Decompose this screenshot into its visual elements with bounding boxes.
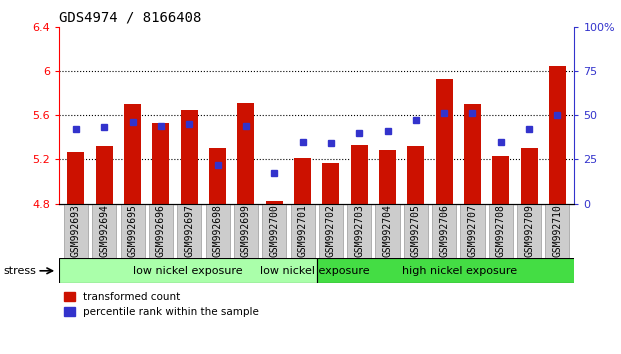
Text: GSM992700: GSM992700: [270, 205, 279, 257]
Legend: transformed count, percentile rank within the sample: transformed count, percentile rank withi…: [64, 292, 259, 317]
FancyBboxPatch shape: [347, 204, 371, 258]
Bar: [181, 109, 197, 204]
FancyBboxPatch shape: [460, 204, 484, 258]
Bar: [492, 156, 509, 204]
FancyBboxPatch shape: [64, 204, 88, 258]
Bar: [152, 123, 170, 204]
Bar: [436, 79, 453, 204]
Text: GSM992703: GSM992703: [354, 205, 364, 257]
FancyBboxPatch shape: [234, 204, 258, 258]
Text: GSM992706: GSM992706: [439, 205, 449, 257]
Text: GSM992701: GSM992701: [297, 205, 307, 257]
Text: GSM992699: GSM992699: [241, 205, 251, 257]
Text: GSM992694: GSM992694: [99, 205, 109, 257]
FancyBboxPatch shape: [262, 204, 286, 258]
Text: stress: stress: [3, 266, 36, 276]
Text: GSM992710: GSM992710: [553, 205, 563, 257]
Bar: [294, 158, 311, 204]
Bar: [266, 201, 283, 204]
Bar: [351, 145, 368, 204]
Bar: [237, 103, 255, 204]
Text: GSM992697: GSM992697: [184, 205, 194, 257]
Text: GSM992708: GSM992708: [496, 205, 505, 257]
FancyBboxPatch shape: [120, 204, 145, 258]
Text: GSM992696: GSM992696: [156, 205, 166, 257]
Text: GSM992702: GSM992702: [326, 205, 336, 257]
Text: GSM992693: GSM992693: [71, 205, 81, 257]
Bar: [520, 148, 538, 204]
Bar: [379, 150, 396, 204]
FancyBboxPatch shape: [404, 204, 428, 258]
Bar: [209, 148, 226, 204]
FancyBboxPatch shape: [291, 204, 315, 258]
FancyBboxPatch shape: [317, 258, 603, 283]
Text: GSM992707: GSM992707: [468, 205, 478, 257]
FancyBboxPatch shape: [432, 204, 456, 258]
FancyBboxPatch shape: [489, 204, 513, 258]
FancyBboxPatch shape: [517, 204, 541, 258]
FancyBboxPatch shape: [545, 204, 569, 258]
Bar: [549, 67, 566, 204]
Text: GSM992709: GSM992709: [524, 205, 534, 257]
Text: GSM992705: GSM992705: [411, 205, 421, 257]
Text: GDS4974 / 8166408: GDS4974 / 8166408: [59, 11, 201, 25]
Text: GSM992698: GSM992698: [212, 205, 222, 257]
Bar: [322, 162, 339, 204]
Bar: [407, 146, 424, 204]
Text: low nickel exposure: low nickel exposure: [133, 266, 243, 276]
Bar: [96, 146, 113, 204]
FancyBboxPatch shape: [149, 204, 173, 258]
Text: GSM992695: GSM992695: [128, 205, 138, 257]
FancyBboxPatch shape: [59, 258, 317, 283]
FancyBboxPatch shape: [177, 204, 201, 258]
Bar: [464, 104, 481, 204]
Bar: [124, 104, 141, 204]
Text: low nickel exposure: low nickel exposure: [260, 266, 370, 276]
FancyBboxPatch shape: [206, 204, 230, 258]
FancyBboxPatch shape: [376, 204, 399, 258]
FancyBboxPatch shape: [93, 204, 116, 258]
Text: GSM992704: GSM992704: [383, 205, 392, 257]
FancyBboxPatch shape: [319, 204, 343, 258]
Bar: [68, 152, 84, 204]
Text: high nickel exposure: high nickel exposure: [402, 266, 517, 276]
